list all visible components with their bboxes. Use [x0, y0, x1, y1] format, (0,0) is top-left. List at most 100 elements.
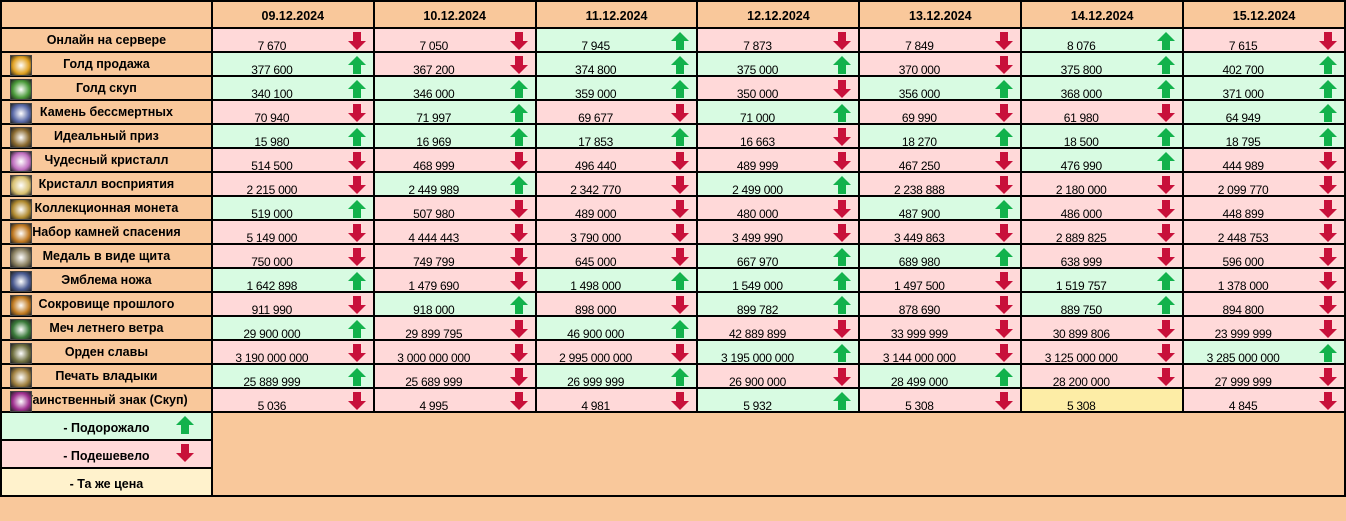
arrow-down-icon	[1319, 32, 1337, 50]
summer-wind-sword-icon	[10, 319, 32, 340]
price-value: 69 990	[901, 111, 937, 125]
arrow-down-icon	[509, 248, 528, 266]
legend-row: - Та же цена	[0, 467, 1345, 497]
price-cell-up: 519 000	[210, 195, 375, 221]
price-cell-down: 5 149 000	[210, 219, 375, 245]
table-row: Орден славы 3 190 000 000 3 000 000 000 2 9…	[0, 339, 1346, 365]
item-name: Голд скуп	[75, 81, 137, 95]
arrow-down-icon	[833, 152, 852, 170]
price-value: 476 990	[1060, 159, 1103, 173]
price-value: 1 642 898	[246, 279, 298, 293]
price-value: 2 889 825	[1055, 231, 1107, 245]
past-treasure-icon	[10, 295, 32, 316]
legend-label: - Та же цена	[69, 477, 144, 491]
price-value: 3 790 000	[570, 231, 621, 245]
price-value: 507 980	[413, 207, 455, 221]
price-value: 3 190 000 000	[235, 351, 309, 365]
arrow-up-icon	[833, 392, 852, 410]
item-name-cell: Коллекционная монета	[0, 195, 213, 221]
arrow-up-icon	[995, 128, 1014, 146]
legend-row: - Подешевело	[0, 439, 1345, 469]
price-value: 2 448 753	[1217, 231, 1269, 245]
price-value: 645 000	[574, 255, 617, 269]
arrow-down-icon	[1319, 224, 1337, 242]
arrow-down-icon	[175, 444, 194, 462]
price-cell-up: 64 949	[1182, 99, 1346, 125]
arrow-up-icon	[509, 104, 528, 122]
money-stack-icon	[10, 79, 32, 100]
table-row: Эмблема ножа 1 642 898 1 479 690 1 498 000 1…	[0, 267, 1346, 293]
table-row: Кристалл восприятия 2 215 000 2 449 989 2 3…	[0, 171, 1346, 197]
price-cell-up: 346 000	[372, 75, 537, 101]
gold-bag-icon	[10, 55, 32, 76]
arrow-down-icon	[509, 224, 528, 242]
item-name: Онлайн на сервере	[46, 33, 167, 47]
price-cell-up: 7 945	[534, 27, 699, 53]
date-header: 14.12.2024	[1020, 0, 1185, 29]
price-cell-down: 350 000	[696, 75, 861, 101]
price-cell-down: 5 036	[210, 387, 375, 413]
price-value: 489 000	[574, 207, 617, 221]
item-name: Таинственный знак (Скуп)	[25, 393, 188, 407]
price-cell-down: 507 980	[372, 195, 537, 221]
arrow-up-icon	[1157, 80, 1176, 98]
price-cell-down: 749 799	[372, 243, 537, 269]
price-value: 1 378 000	[1217, 279, 1269, 293]
price-value: 16 969	[416, 135, 452, 149]
price-value: 467 250	[898, 159, 941, 173]
arrow-down-icon	[1319, 176, 1337, 194]
price-value: 29 900 000	[243, 327, 301, 341]
arrow-down-icon	[1319, 320, 1337, 338]
item-name-cell: Идеальный приз	[0, 123, 213, 149]
price-cell-down: 4 981	[534, 387, 699, 413]
price-cell-down: 2 180 000	[1020, 171, 1185, 197]
price-value: 402 700	[1222, 63, 1264, 77]
price-value: 7 615	[1228, 39, 1258, 53]
price-value: 374 800	[574, 63, 617, 77]
arrow-down-icon	[1157, 368, 1176, 386]
price-value: 1 498 000	[570, 279, 621, 293]
price-value: 2 099 770	[1217, 183, 1269, 197]
arrow-down-icon	[1157, 200, 1176, 218]
price-cell-down: 1 479 690	[372, 267, 537, 293]
arrow-up-icon	[347, 368, 366, 386]
price-cell-up: 1 642 898	[210, 267, 375, 293]
order-of-glory-icon	[10, 343, 32, 364]
corner-cell	[0, 0, 213, 29]
item-name: Голд продажа	[63, 57, 150, 71]
price-value: 3 449 863	[894, 231, 945, 245]
price-value: 375 000	[736, 63, 779, 77]
price-value: 468 999	[413, 159, 455, 173]
price-value: 3 285 000 000	[1206, 351, 1280, 365]
arrow-up-icon	[1157, 32, 1176, 50]
price-cell-up: 889 750	[1020, 291, 1185, 317]
price-value: 26 900 000	[728, 375, 786, 389]
price-value: 29 899 795	[405, 327, 463, 341]
price-value: 878 690	[898, 303, 941, 317]
price-cell-down: 467 250	[858, 147, 1023, 173]
date-header: 15.12.2024	[1182, 0, 1346, 29]
arrow-down-icon	[671, 104, 690, 122]
price-value: 25 689 999	[405, 375, 463, 389]
price-value: 18 270	[901, 135, 937, 149]
price-cell-down: 2 099 770	[1182, 171, 1346, 197]
arrow-up-icon	[833, 272, 852, 290]
arrow-down-icon	[671, 152, 690, 170]
price-cell-up: 377 600	[210, 51, 375, 77]
arrow-up-icon	[347, 56, 366, 74]
arrow-down-icon	[347, 152, 366, 170]
arrow-up-icon	[347, 272, 366, 290]
arrow-down-icon	[995, 32, 1014, 50]
price-value: 23 999 999	[1214, 327, 1272, 341]
item-name: Медаль в виде щита	[42, 249, 171, 263]
price-cell-down: 1 378 000	[1182, 267, 1346, 293]
item-name: Кристалл восприятия	[38, 177, 175, 191]
item-name-cell: Чудесный кристалл	[0, 147, 213, 173]
arrow-up-icon	[1157, 56, 1176, 74]
arrow-up-icon	[1319, 56, 1337, 74]
table-row: Голд продажа 377 600 367 200 374 800 375 000…	[0, 51, 1346, 77]
price-cell-up: 359 000	[534, 75, 699, 101]
price-value: 4 995	[419, 399, 448, 413]
price-cell-down: 16 663	[696, 123, 861, 149]
price-value: 3 144 000 000	[882, 351, 956, 365]
